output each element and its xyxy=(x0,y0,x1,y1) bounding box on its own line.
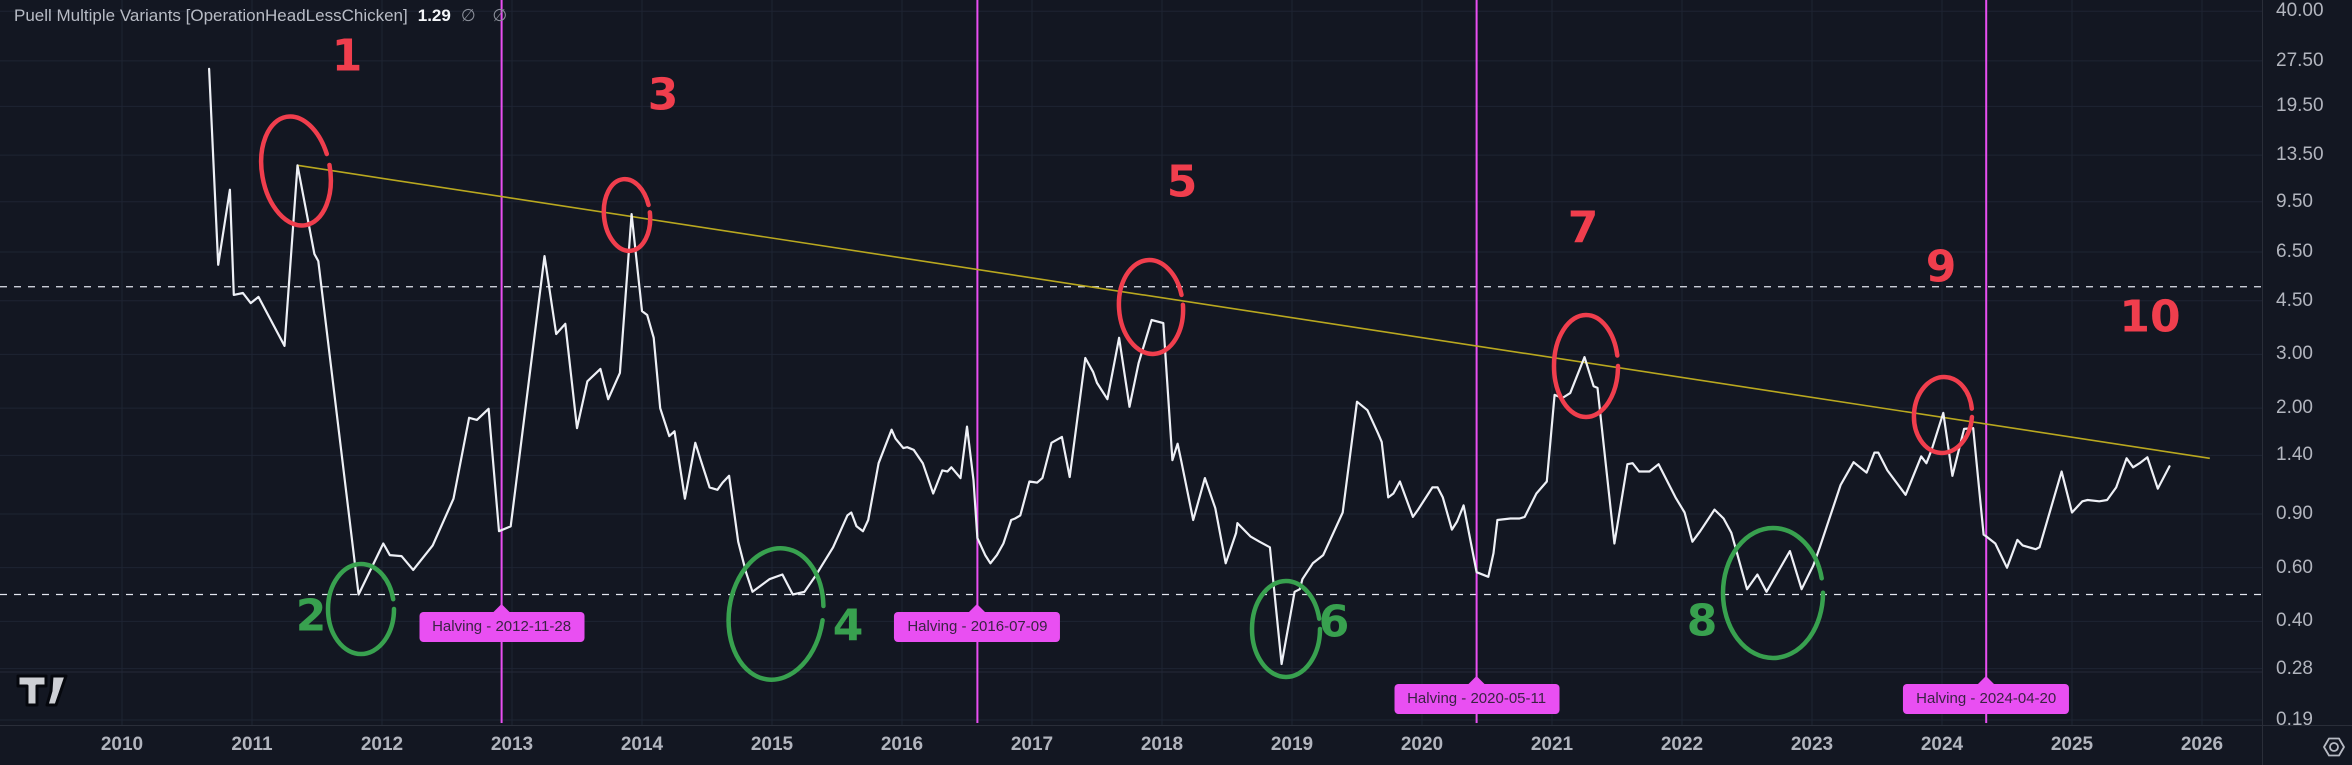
time-tick-label: 2013 xyxy=(490,734,534,755)
annotation-number[interactable]: 1 xyxy=(332,31,363,82)
price-tick-label: 19.50 xyxy=(2276,95,2324,117)
price-tick-label: 4.50 xyxy=(2276,289,2313,311)
annotation-circle[interactable] xyxy=(253,111,339,231)
halving-label[interactable]: Halving - 2024-04-20 xyxy=(1903,676,2070,714)
annotation-circle[interactable] xyxy=(1249,578,1323,680)
time-tick-label: 2024 xyxy=(1920,734,1964,755)
annotation-number[interactable]: 6 xyxy=(1319,597,1350,648)
price-tick-label: 0.60 xyxy=(2276,556,2313,578)
indicator-empty-values: ∅ ∅ xyxy=(460,6,514,25)
time-tick-label: 2014 xyxy=(620,734,664,755)
price-tick-label: 0.19 xyxy=(2276,709,2313,731)
indicator-title[interactable]: Puell Multiple Variants [OperationHeadLe… xyxy=(14,6,513,26)
time-tick-label: 2023 xyxy=(1790,734,1834,755)
price-tick-label: 40.00 xyxy=(2276,0,2324,22)
annotation-circle[interactable] xyxy=(1551,312,1621,420)
annotation-number[interactable]: 4 xyxy=(833,601,864,652)
halving-label[interactable]: Halving - 2020-05-11 xyxy=(1394,676,1560,714)
time-axis[interactable] xyxy=(0,725,2352,765)
annotation-circle[interactable] xyxy=(325,561,397,657)
time-tick-label: 2025 xyxy=(2050,734,2094,755)
time-tick-label: 2017 xyxy=(1010,734,1054,755)
annotation-circle[interactable] xyxy=(1720,525,1826,661)
annotation-number[interactable]: 2 xyxy=(296,591,327,642)
time-tick-label: 2020 xyxy=(1400,734,1444,755)
price-tick-label: 0.28 xyxy=(2276,657,2313,679)
price-tick-label: 9.50 xyxy=(2276,190,2313,212)
annotation-number[interactable]: 3 xyxy=(648,70,679,121)
halving-label[interactable]: Halving - 2016-07-09 xyxy=(894,604,1061,642)
price-tick-label: 13.50 xyxy=(2276,144,2324,166)
time-tick-label: 2019 xyxy=(1270,734,1314,755)
annotation-circle[interactable] xyxy=(1911,374,1975,456)
annotation-circle[interactable] xyxy=(720,542,831,686)
annotation-number[interactable]: 9 xyxy=(1926,242,1957,293)
time-tick-label: 2011 xyxy=(231,734,273,755)
annotation-circle[interactable] xyxy=(1116,257,1186,357)
annotation-number[interactable]: 7 xyxy=(1568,203,1599,254)
indicator-value: 1.29 xyxy=(417,6,451,25)
annotation-number[interactable]: 10 xyxy=(2119,292,2180,343)
price-tick-label: 0.90 xyxy=(2276,502,2313,524)
annotation-number[interactable]: 5 xyxy=(1167,157,1198,208)
time-tick-label: 2012 xyxy=(360,734,404,755)
indicator-name: Puell Multiple Variants [OperationHeadLe… xyxy=(14,6,408,25)
series-line xyxy=(208,67,2171,666)
time-tick-label: 2021 xyxy=(1530,734,1574,755)
price-tick-label: 3.00 xyxy=(2276,343,2313,365)
price-tick-label: 1.40 xyxy=(2276,444,2313,466)
price-tick-label: 6.50 xyxy=(2276,240,2313,262)
annotation-circle[interactable] xyxy=(600,176,653,254)
time-tick-label: 2010 xyxy=(100,734,144,755)
time-tick-label: 2022 xyxy=(1660,734,1704,755)
trendline[interactable] xyxy=(297,164,2210,460)
time-tick-label: 2026 xyxy=(2180,734,2224,755)
price-tick-label: 0.40 xyxy=(2276,610,2313,632)
price-axis[interactable] xyxy=(2262,0,2352,765)
time-tick-label: 2016 xyxy=(880,734,924,755)
price-tick-label: 2.00 xyxy=(2276,397,2313,419)
pane-settings-gear-icon[interactable] xyxy=(2317,732,2351,765)
time-tick-label: 2015 xyxy=(750,734,794,755)
halving-label[interactable]: Halving - 2012-11-28 xyxy=(419,604,585,642)
time-tick-label: 2018 xyxy=(1140,734,1184,755)
annotation-number[interactable]: 8 xyxy=(1687,596,1718,647)
price-tick-label: 27.50 xyxy=(2276,49,2324,71)
tradingview-logo xyxy=(16,674,70,713)
